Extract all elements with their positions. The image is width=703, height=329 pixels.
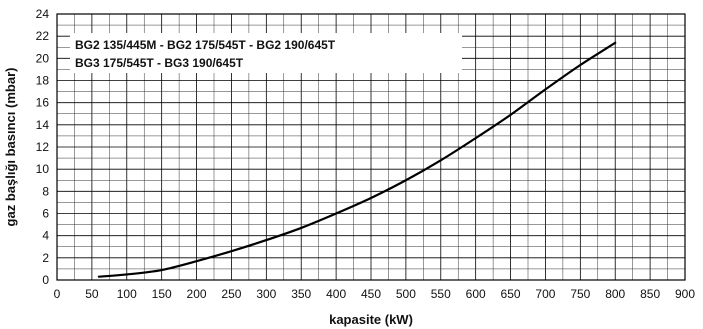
x-tick-label: 650 [501, 287, 521, 301]
x-tick-label: 700 [535, 287, 555, 301]
y-tick-label: 10 [36, 162, 50, 176]
x-tick-label: 100 [117, 287, 137, 301]
y-tick-label: 18 [36, 74, 50, 88]
plot-frame [56, 13, 686, 281]
y-tick-label: 16 [36, 96, 50, 110]
y-tick-label: 22 [36, 29, 50, 43]
x-tick-label: 50 [85, 287, 99, 301]
x-tick-label: 400 [326, 287, 346, 301]
annotation-line-2: BG3 175/545T - BG3 190/645T [75, 56, 244, 70]
y-tick-label: 6 [42, 207, 49, 221]
y-tick-label: 12 [36, 140, 50, 154]
x-tick-label: 600 [466, 287, 486, 301]
legend-background [70, 33, 462, 73]
y-tick-label: 8 [42, 184, 49, 198]
x-tick-label: 0 [54, 287, 61, 301]
series-layer [97, 41, 617, 278]
annotation-line-1: BG2 135/445M - BG2 175/545T - BG2 190/64… [75, 38, 336, 52]
x-tick-label: 500 [396, 287, 416, 301]
x-tick-label: 550 [431, 287, 451, 301]
x-tick-label: 150 [152, 287, 172, 301]
x-tick-label: 900 [675, 287, 695, 301]
x-axis-label: kapasite (kW) [329, 312, 413, 327]
x-tick-label: 200 [187, 287, 207, 301]
y-axis-label: gaz başlığı basıncı (mbar) [3, 68, 18, 227]
y-tick-label: 24 [36, 7, 50, 21]
x-tick-label: 300 [256, 287, 276, 301]
y-tick-label: 4 [42, 229, 49, 243]
x-tick-label: 800 [605, 287, 625, 301]
x-tick-label: 250 [221, 287, 241, 301]
y-tick-label: 2 [42, 251, 49, 265]
x-tick-label: 850 [640, 287, 660, 301]
x-tick-label: 350 [291, 287, 311, 301]
y-tick-label: 14 [36, 118, 50, 132]
x-tick-label: 450 [361, 287, 381, 301]
x-tick-label: 750 [570, 287, 590, 301]
series-line-1 [97, 41, 617, 278]
legend-annotation: BG2 135/445M - BG2 175/545T - BG2 190/64… [70, 33, 462, 73]
x-tick-labels: 0 50 100 150 200 250 300 350 400 450 500 550 600 650 7… [54, 287, 696, 301]
y-tick-label: 0 [42, 273, 49, 287]
y-tick-label: 20 [36, 51, 50, 65]
